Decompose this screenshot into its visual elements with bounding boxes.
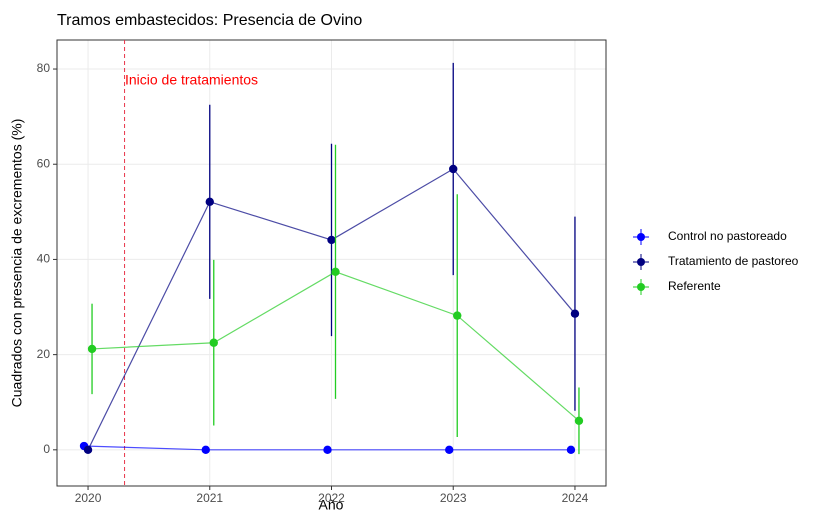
point: [87, 344, 97, 354]
y-tick-label: 40: [37, 252, 51, 266]
chart-title: Tramos embastecidos: Presencia de Ovino: [57, 12, 362, 29]
legend-marker: [637, 283, 645, 291]
legend-label: Tratamiento de pastoreo: [668, 254, 799, 268]
x-tick-label: 2021: [196, 491, 223, 505]
point: [327, 235, 336, 245]
legend-label: Referente: [668, 279, 721, 293]
point: [83, 445, 93, 455]
legend-marker: [637, 258, 645, 266]
point: [566, 445, 576, 455]
point: [209, 338, 218, 347]
point: [201, 445, 210, 455]
plot-border: [56, 39, 607, 487]
legend-marker: [637, 233, 645, 241]
point: [570, 309, 580, 318]
x-axis-label: Año: [319, 497, 344, 513]
point: [331, 267, 340, 277]
x-tick-label: 2020: [75, 491, 102, 505]
point: [323, 445, 332, 455]
x-tick-label: 2023: [440, 491, 467, 505]
y-tick-label: 80: [37, 61, 51, 75]
point: [205, 197, 214, 207]
point: [445, 445, 454, 455]
point: [449, 164, 458, 174]
point: [574, 416, 584, 425]
legend-label: Control no pastoreado: [668, 229, 787, 243]
y-axis-label: Cuadrados con presencia de excrementos (…: [9, 119, 25, 408]
x-tick-label: 2022: [318, 491, 345, 505]
y-tick-label: 20: [37, 347, 51, 361]
y-tick-label: 60: [37, 156, 51, 170]
annotation: Inicio de tratamientos: [125, 72, 258, 88]
point: [453, 311, 462, 320]
y-tick-label: 0: [43, 442, 50, 456]
x-tick-label: 2024: [562, 491, 589, 505]
